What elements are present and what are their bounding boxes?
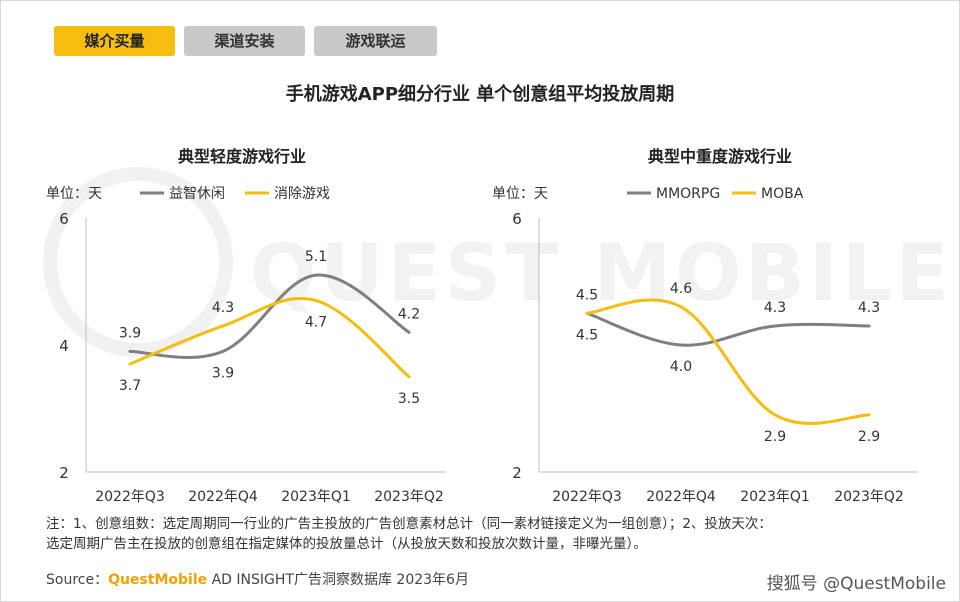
main-title: 手机游戏APP细分行业 单个创意组平均投放周期: [285, 84, 675, 105]
chart-0-series-0-label-3: 4.2: [398, 306, 420, 322]
chart-1-series-1-line: [585, 298, 871, 425]
chart-1-x-tick-2: 2023年Q1: [740, 489, 810, 505]
chart-1-series-0-label-1: 4.0: [670, 359, 692, 375]
chart-0-x-tick-0: 2022年Q3: [95, 489, 165, 505]
chart-0-x-tick-1: 2022年Q4: [188, 489, 258, 505]
chart-0-title: 典型轻度游戏行业: [178, 147, 306, 166]
chart-1-title: 典型中重度游戏行业: [648, 147, 792, 166]
chart-0-x-tick-3: 2023年Q2: [374, 489, 444, 505]
tab-media-buy[interactable]: 媒介买量: [54, 26, 175, 56]
chart-0-series-1-label-0: 3.7: [119, 378, 141, 394]
chart-1-series-1-label-2: 2.9: [764, 429, 786, 445]
chart-0-legend-label-0: 益智休闲: [169, 186, 225, 202]
source-rest: AD INSIGHT广告洞察数据库 2023年6月: [207, 572, 469, 588]
chart-0-y-tick-0: 6: [59, 210, 69, 228]
watermark-ring: [43, 167, 233, 357]
chart-0-unit-label: 单位：天: [46, 186, 102, 202]
chart-1-x-tick-3: 2023年Q2: [834, 489, 904, 505]
chart-0-y-tick-1: 4: [59, 337, 69, 355]
chart-1-legend-label-0: MMORPG: [656, 186, 720, 202]
chart-0-series-0-label-2: 5.1: [305, 249, 327, 265]
source-prefix: Source：: [46, 572, 109, 588]
chart-1-series-1-label-3: 2.9: [858, 429, 880, 445]
chart-0-x-tick-2: 2023年Q1: [281, 489, 351, 505]
chart-0-y-tick-2: 2: [59, 464, 69, 482]
chart-0-legend-label-1: 消除游戏: [274, 186, 330, 202]
chart-1-unit-label: 单位：天: [492, 186, 548, 202]
chart-1-legend-label-1: MOBA: [761, 186, 804, 202]
chart-1-series-0-line: [585, 311, 871, 347]
chart-1-series-0-label-2: 4.3: [764, 300, 786, 316]
chart-1-series-1-label-1: 4.6: [670, 281, 692, 297]
note-line-2: 选定周期广告主在投放的创意组在指定媒体的投放量总计（从投放天数和投放次数计量，非…: [46, 536, 647, 552]
source-line: Source：QuestMobile AD INSIGHT广告洞察数据库 202…: [46, 569, 469, 589]
tab-channel-install[interactable]: 渠道安装: [184, 26, 305, 56]
chart-0-series-0-label-0: 3.9: [119, 325, 141, 341]
note-line-1: 注：1、创意组数：选定周期同一行业的广告主投放的广告创意素材总计（同一素材链接定…: [46, 516, 772, 532]
chart-1-y-tick-2: 2: [512, 464, 522, 482]
chart-1-series-0-label-3: 4.3: [858, 300, 880, 316]
credit: 搜狐号 @QuestMobile: [766, 574, 946, 594]
chart-1-y-tick-0: 6: [512, 210, 522, 228]
chart-1-series-0-label-0: 4.5: [576, 327, 598, 343]
chart-0-series-0-label-1: 3.9: [212, 365, 234, 381]
chart-0-series-1-line: [128, 296, 411, 379]
chart-0-series-1-label-1: 4.3: [212, 300, 234, 316]
chart-0-series-1-label-2: 4.7: [305, 315, 327, 331]
tab-game-joint-ops[interactable]: 游戏联运: [314, 26, 437, 56]
chart-0-series-1-label-3: 3.5: [398, 391, 420, 407]
chart-1-x-tick-1: 2022年Q4: [646, 489, 716, 505]
chart-1-series-1-label-0: 4.5: [576, 287, 598, 303]
chart-1-x-tick-0: 2022年Q3: [552, 489, 622, 505]
watermark-text: QUEST MOBILE: [250, 229, 953, 319]
source-brand: QuestMobile: [108, 572, 208, 588]
